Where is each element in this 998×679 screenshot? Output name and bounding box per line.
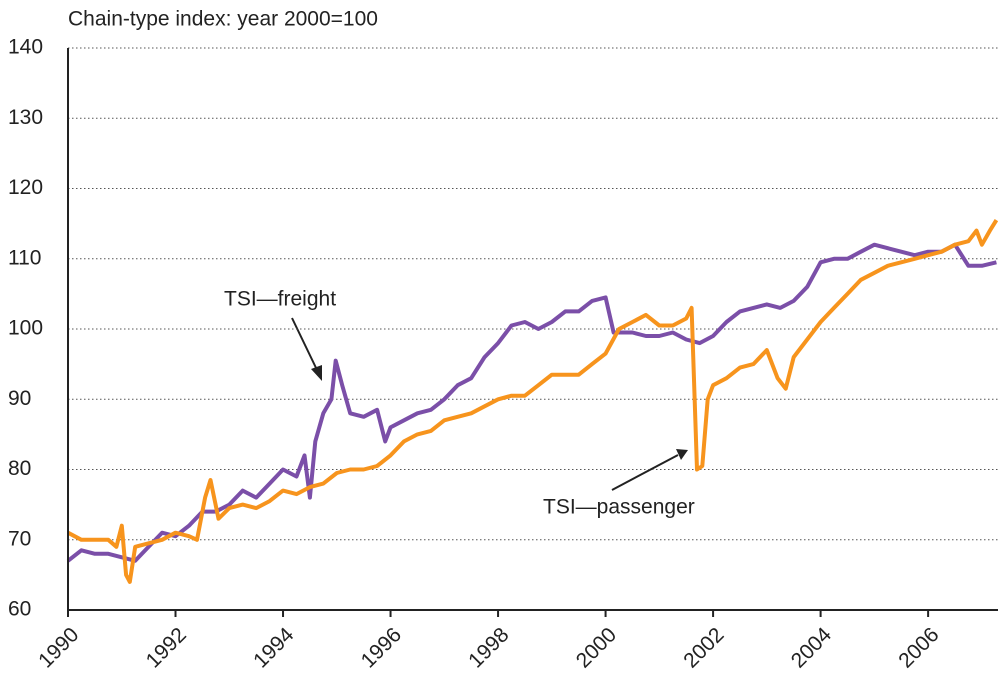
y-tick-label: 90 bbox=[8, 387, 31, 410]
x-tick-label: 1994 bbox=[249, 623, 299, 673]
arrow bbox=[611, 454, 679, 491]
y-tick-label: 60 bbox=[8, 598, 31, 621]
x-tick-label: 1996 bbox=[357, 623, 406, 672]
x-tick-label: 2000 bbox=[572, 623, 621, 672]
x-tick-label: 2002 bbox=[679, 623, 728, 672]
series-line bbox=[66, 242, 997, 563]
x-tick-label: 2006 bbox=[894, 623, 943, 672]
y-tick-label: 140 bbox=[8, 36, 43, 59]
y-tick-label: 80 bbox=[8, 457, 31, 480]
annotation: TSI—passenger bbox=[543, 496, 695, 519]
chart-title: Chain-type index: year 2000=100 bbox=[68, 8, 378, 31]
annotation: TSI—freight bbox=[224, 288, 336, 311]
x-tick-label: 2004 bbox=[787, 623, 837, 673]
x-tick-label: 1992 bbox=[142, 623, 191, 672]
arrow-head bbox=[311, 365, 322, 381]
arrow-head bbox=[676, 449, 688, 460]
y-tick-label: 120 bbox=[8, 176, 43, 199]
x-tick-label: 1998 bbox=[464, 623, 513, 672]
y-tick-label: 110 bbox=[8, 246, 41, 269]
y-tick-label: 100 bbox=[8, 317, 43, 340]
arrow bbox=[291, 317, 319, 373]
y-tick-label: 130 bbox=[8, 106, 43, 129]
series-line bbox=[67, 219, 998, 584]
x-tick-label: 1990 bbox=[34, 623, 83, 672]
y-tick-label: 70 bbox=[8, 527, 31, 550]
